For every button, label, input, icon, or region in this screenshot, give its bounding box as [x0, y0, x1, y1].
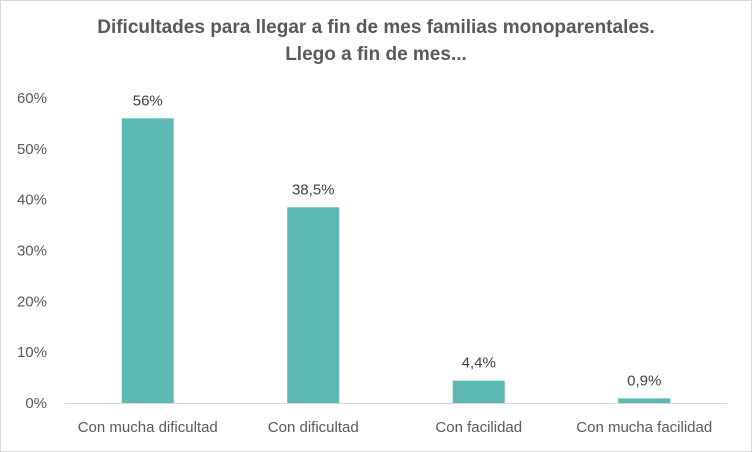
y-tick-label: 10%	[17, 344, 47, 361]
y-tick-label: 30%	[17, 243, 47, 260]
data-label: 4,4%	[462, 355, 496, 372]
data-label: 38,5%	[292, 181, 335, 198]
chart-title-line-1: Dificultades para llegar a fin de mes fa…	[97, 17, 655, 38]
y-tick-label: 50%	[17, 141, 47, 158]
y-tick-label: 0%	[25, 395, 47, 412]
chart-title: Dificultades para llegar a fin de mes fa…	[0, 14, 752, 68]
y-tick-label: 60%	[17, 90, 47, 107]
data-labels: 56% 38,5% 4,4% 0,9%	[133, 92, 662, 389]
x-tick-label: Con mucha facilidad	[576, 419, 712, 436]
bars	[121, 118, 671, 403]
bar	[287, 207, 340, 403]
x-tick-label: Con dificultad	[268, 419, 359, 436]
bar	[452, 380, 505, 403]
data-label: 56%	[133, 92, 163, 109]
data-label: 0,9%	[627, 372, 661, 389]
y-tick-label: 20%	[17, 293, 47, 310]
y-tick-label: 40%	[17, 192, 47, 209]
bar	[121, 118, 174, 403]
x-axis: Con mucha dificultad Con dificultad Con fa…	[78, 419, 713, 436]
y-axis: 0% 10% 20% 30% 40% 50% 60%	[17, 90, 47, 412]
x-tick-label: Con mucha dificultad	[78, 419, 218, 436]
bar	[618, 398, 671, 403]
chart-title-line-2: Llego a fin de mes...	[285, 44, 467, 65]
x-tick-label: Con facilidad	[435, 419, 522, 436]
